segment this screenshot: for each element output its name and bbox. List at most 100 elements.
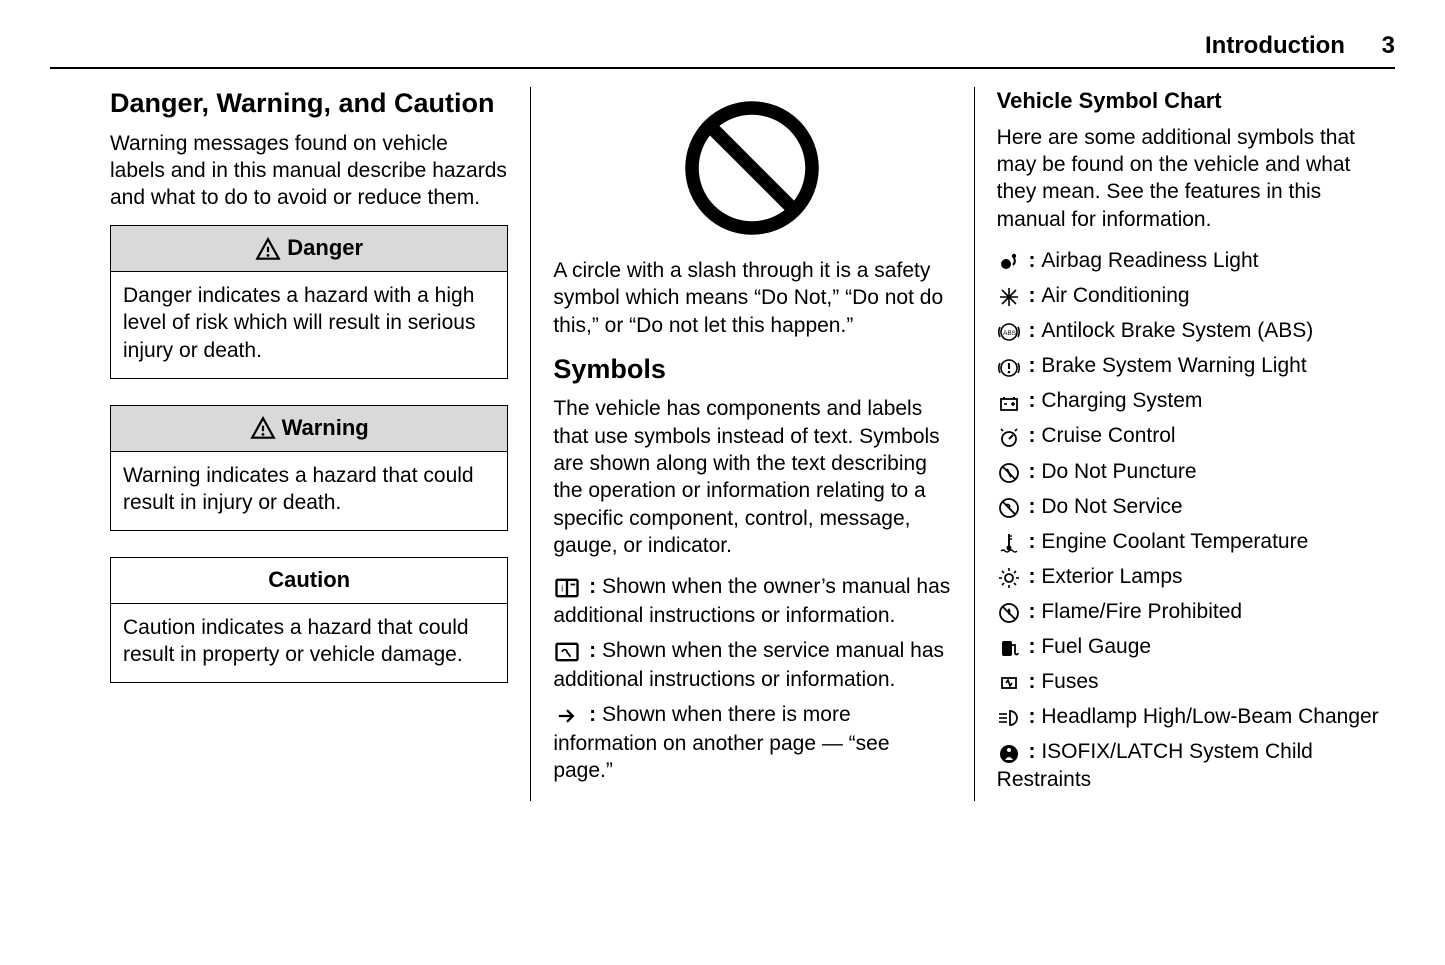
symbol-label: Cruise Control — [1041, 424, 1175, 447]
abs-icon: ABS — [997, 318, 1021, 345]
colon-separator: : — [1023, 389, 1042, 412]
symbol-label: Engine Coolant Temperature — [1041, 530, 1308, 553]
column-1: Danger, Warning, and Caution Warning mes… — [50, 87, 531, 800]
column-2: A circle with a slash through it is a sa… — [531, 87, 974, 800]
colon-separator: : — [1023, 495, 1042, 518]
symbol-chart-item: : Fuses — [997, 668, 1395, 696]
alert-body: Warning indicates a hazard that could re… — [111, 452, 507, 531]
symbol-chart-item: : Cruise Control — [997, 422, 1395, 450]
symbol-label: Flame/Fire Prohibited — [1041, 600, 1242, 623]
alert-label: Warning — [282, 414, 369, 443]
colon-separator: : — [1023, 354, 1042, 377]
colon-separator: : — [583, 639, 602, 662]
symbol-chart-item: : Brake System Warning Light — [997, 352, 1395, 380]
colon-separator: : — [1023, 740, 1042, 763]
header-section: Introduction — [1205, 32, 1345, 59]
symbol-chart-item: : Do Not Service — [997, 493, 1395, 521]
symbol-label: Antilock Brake System (ABS) — [1041, 319, 1313, 342]
reference-text: Shown when the service manual has additi… — [553, 639, 944, 691]
no-service-icon — [997, 493, 1021, 520]
colon-separator: : — [1023, 530, 1042, 553]
prohibition-symbol — [553, 93, 951, 243]
airbag-icon — [997, 248, 1021, 275]
svg-text:ABS: ABS — [1003, 330, 1017, 337]
symbol-chart-item: : Headlamp High/Low-Beam Changer — [997, 703, 1395, 731]
symbol-chart-item: : Air Conditioning — [997, 282, 1395, 310]
symbol-label: ISOFIX/LATCH System Child Restraints — [997, 740, 1313, 791]
header-page-number: 3 — [1382, 32, 1395, 59]
colon-separator: : — [1023, 670, 1042, 693]
symbol-label: Do Not Puncture — [1041, 460, 1196, 483]
see-page-arrow-icon — [553, 701, 581, 729]
colon-separator: : — [1023, 249, 1042, 272]
battery-icon — [997, 388, 1021, 415]
alert-body: Danger indicates a hazard with a high le… — [111, 272, 507, 378]
symbol-label: Fuses — [1041, 670, 1098, 693]
alert-label: Caution — [268, 566, 350, 595]
brake-warning-icon — [997, 353, 1021, 380]
page-header: Introduction 3 — [50, 30, 1395, 69]
symbol-chart-item: : Engine Coolant Temperature — [997, 528, 1395, 556]
colon-separator: : — [1023, 424, 1042, 447]
colon-separator: : — [583, 575, 602, 598]
alert-box-caution: Caution Caution indicates a hazard that c… — [110, 557, 508, 683]
colon-separator: : — [1023, 319, 1042, 342]
snowflake-icon — [997, 283, 1021, 310]
column-3: Vehicle Symbol Chart Here are some addit… — [975, 87, 1395, 800]
colon-separator: : — [1023, 600, 1042, 623]
symbol-label: Exterior Lamps — [1041, 565, 1182, 588]
flame-prohibited-icon — [997, 599, 1021, 626]
symbols-intro: The vehicle has components and labels th… — [553, 395, 951, 559]
colon-separator: : — [1023, 565, 1042, 588]
alert-body: Caution indicates a hazard that could re… — [111, 604, 507, 683]
cruise-icon — [997, 423, 1021, 450]
colon-separator: : — [1023, 635, 1042, 658]
alert-header: Warning — [111, 406, 507, 452]
symbol-label: Charging System — [1041, 389, 1202, 412]
symbols-title: Symbols — [553, 353, 951, 385]
alert-label: Danger — [287, 234, 363, 263]
coolant-temp-icon — [997, 529, 1021, 556]
owners-manual-icon: i — [553, 573, 581, 601]
symbol-label: Headlamp High/Low-Beam Changer — [1041, 705, 1378, 728]
isofix-icon — [997, 739, 1021, 766]
svg-text:i: i — [561, 583, 563, 593]
fuses-icon — [997, 669, 1021, 696]
colon-separator: : — [583, 703, 602, 726]
symbol-chart-item: : Flame/Fire Prohibited — [997, 598, 1395, 626]
alert-box-warning: Warning Warning indicates a hazard that c… — [110, 405, 508, 531]
warning-triangle-icon — [250, 414, 276, 443]
headlamp-beam-icon — [997, 704, 1021, 731]
alert-box-danger: Danger Danger indicates a hazard with a h… — [110, 225, 508, 378]
service-manual-icon — [553, 637, 581, 665]
reference-item: : Shown when there is more information o… — [553, 701, 951, 784]
chart-title: Vehicle Symbol Chart — [997, 87, 1395, 116]
alert-header: Danger — [111, 226, 507, 272]
symbol-label: Air Conditioning — [1041, 284, 1189, 307]
symbol-chart-item: : Do Not Puncture — [997, 458, 1395, 486]
symbol-label: Airbag Readiness Light — [1041, 249, 1258, 272]
content-columns: Danger, Warning, and Caution Warning mes… — [50, 87, 1395, 800]
colon-separator: : — [1023, 705, 1042, 728]
reference-item: i : Shown when the owner’s manual has ad… — [553, 573, 951, 629]
fuel-gauge-icon — [997, 634, 1021, 661]
symbol-label: Do Not Service — [1041, 495, 1182, 518]
reference-text: Shown when there is more information on … — [553, 703, 889, 782]
dwc-title: Danger, Warning, and Caution — [110, 87, 508, 119]
colon-separator: : — [1023, 284, 1042, 307]
chart-intro: Here are some additional symbols that ma… — [997, 124, 1395, 233]
symbol-chart-item: : Charging System — [997, 387, 1395, 415]
reference-item: : Shown when the service manual has addi… — [553, 637, 951, 693]
symbol-chart-item: : Airbag Readiness Light — [997, 247, 1395, 275]
symbol-chart-item: : Fuel Gauge — [997, 633, 1395, 661]
dwc-intro: Warning messages found on vehicle labels… — [110, 130, 508, 212]
warning-triangle-icon — [255, 234, 281, 263]
symbol-chart-item: : Exterior Lamps — [997, 563, 1395, 591]
symbol-chart-item: ABS : Antilock Brake System (ABS) — [997, 317, 1395, 345]
symbol-chart-item: : ISOFIX/LATCH System Child Restraints — [997, 738, 1395, 793]
symbol-label: Fuel Gauge — [1041, 635, 1151, 658]
alert-header: Caution — [111, 558, 507, 604]
colon-separator: : — [1023, 460, 1042, 483]
reference-text: Shown when the owner’s manual has additi… — [553, 575, 950, 627]
exterior-lamps-icon — [997, 564, 1021, 591]
